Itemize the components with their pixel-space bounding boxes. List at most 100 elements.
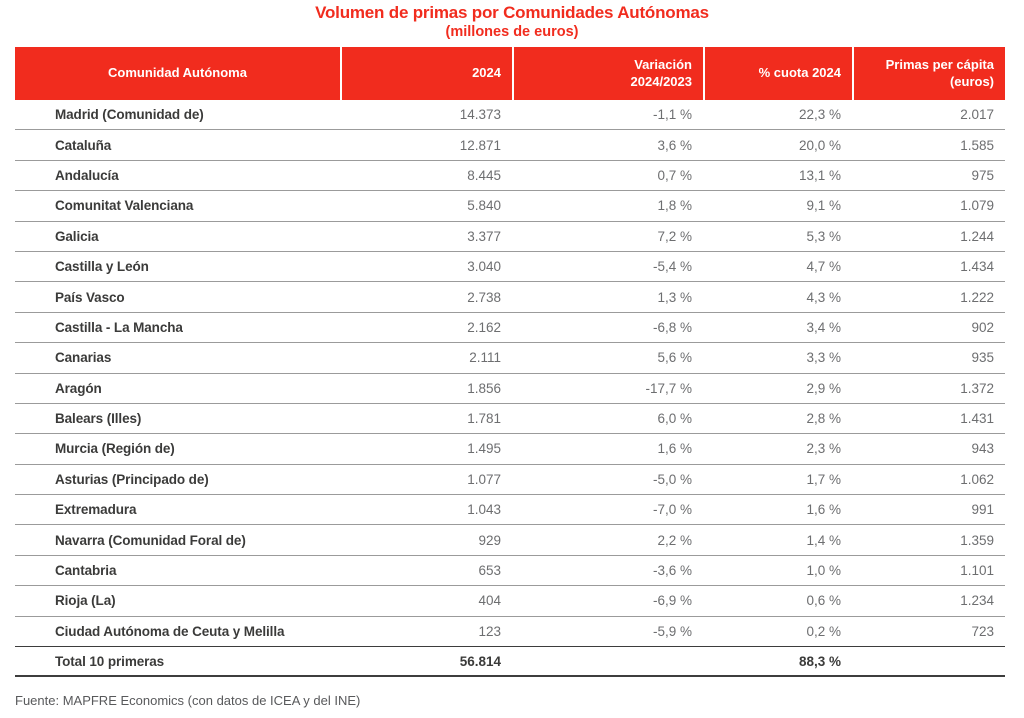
table-row: Cataluña 12.871 3,6 % 20,0 % 1.585: [15, 130, 1005, 161]
cell-2024: 123: [478, 623, 501, 639]
cell-2024: 8.445: [467, 167, 501, 183]
cell-2024: 3.040: [467, 259, 501, 275]
cell-total-label: Total 10 primeras: [55, 653, 165, 669]
cell-variacion: -5,0 %: [652, 471, 692, 487]
cell-comunidad: Canarias: [55, 350, 112, 366]
cell-comunidad: Aragón: [55, 380, 102, 396]
cell-variacion: 1,6 %: [657, 441, 692, 457]
cell-cuota: 1,0 %: [806, 563, 841, 579]
cell-comunidad: Castilla y León: [55, 259, 149, 275]
cell-percapita: 935: [971, 350, 994, 366]
table-row: Andalucía 8.445 0,7 % 13,1 % 975: [15, 161, 1005, 192]
cell-comunidad: Asturias (Principado de): [55, 471, 209, 487]
table-row: País Vasco 2.738 1,3 % 4,3 % 1.222: [15, 282, 1005, 313]
cell-2024: 929: [478, 532, 501, 548]
cell-comunidad: Murcia (Región de): [55, 441, 175, 457]
cell-cuota: 0,6 %: [806, 593, 841, 609]
cell-percapita: 1.222: [960, 289, 994, 305]
table-row: Rioja (La) 404 -6,9 % 0,6 % 1.234: [15, 586, 1005, 617]
cell-comunidad: Cataluña: [55, 137, 112, 153]
column-header-comunidad: Comunidad Autónoma: [108, 65, 247, 81]
cell-percapita: 975: [971, 167, 994, 183]
table-row: Castilla y León 3.040 -5,4 % 4,7 % 1.434: [15, 252, 1005, 283]
table-row: Madrid (Comunidad de) 14.373 -1,1 % 22,3…: [15, 100, 1005, 131]
cell-variacion: -5,4 %: [652, 259, 692, 275]
cell-cuota: 0,2 %: [806, 623, 841, 639]
cell-variacion: 3,6 %: [657, 137, 692, 153]
primas-table: Comunidad Autónoma 2024 Variación 2024/2…: [15, 47, 1005, 678]
cell-2024: 5.840: [467, 198, 501, 214]
table-row: Galicia 3.377 7,2 % 5,3 % 1.244: [15, 222, 1005, 252]
table-row: Canarias 2.111 5,6 % 3,3 % 935: [15, 343, 1005, 374]
table-body: Madrid (Comunidad de) 14.373 -1,1 % 22,3…: [15, 100, 1005, 648]
cell-cuota: 3,4 %: [806, 319, 841, 335]
cell-2024: 1.781: [467, 411, 501, 427]
cell-total-cuota: 88,3 %: [798, 653, 841, 669]
table-row: Navarra (Comunidad Foral de) 929 2,2 % 1…: [15, 525, 1005, 556]
cell-2024: 653: [478, 563, 501, 579]
cell-variacion: -1,1 %: [652, 107, 692, 123]
cell-cuota: 9,1 %: [806, 198, 841, 214]
table-row: Cantabria 653 -3,6 % 1,0 % 1.101: [15, 556, 1005, 587]
cell-comunidad: Rioja (La): [55, 593, 116, 609]
cell-variacion: -3,6 %: [652, 563, 692, 579]
cell-comunidad: Navarra (Comunidad Foral de): [55, 532, 246, 548]
table-row: Extremadura 1.043 -7,0 % 1,6 % 991: [15, 495, 1005, 526]
cell-variacion: -6,8 %: [652, 319, 692, 335]
cell-cuota: 3,3 %: [806, 350, 841, 366]
cell-cuota: 20,0 %: [798, 137, 841, 153]
cell-2024: 1.077: [467, 471, 501, 487]
cell-comunidad: Castilla - La Mancha: [55, 319, 183, 335]
table-header-row: Comunidad Autónoma 2024 Variación 2024/2…: [15, 47, 1005, 100]
cell-percapita: 1.372: [960, 380, 994, 396]
cell-2024: 404: [478, 593, 501, 609]
cell-2024: 14.373: [459, 107, 501, 123]
cell-comunidad: Andalucía: [55, 167, 119, 183]
cell-cuota: 2,9 %: [806, 380, 841, 396]
cell-comunidad: Extremadura: [55, 502, 137, 518]
table-row: Comunitat Valenciana 5.840 1,8 % 9,1 % 1…: [15, 191, 1005, 222]
table-row: Castilla - La Mancha 2.162 -6,8 % 3,4 % …: [15, 313, 1005, 344]
cell-cuota: 2,3 %: [806, 441, 841, 457]
cell-percapita: 1.234: [960, 593, 994, 609]
cell-percapita: 1.359: [960, 532, 994, 548]
cell-variacion: -7,0 %: [652, 502, 692, 518]
cell-percapita: 943: [971, 441, 994, 457]
cell-2024: 1.043: [467, 502, 501, 518]
cell-total-2024: 56.814: [459, 653, 501, 669]
cell-variacion: 1,3 %: [657, 289, 692, 305]
cell-cuota: 1,7 %: [806, 471, 841, 487]
column-header-variacion: Variación 2024/2023: [512, 47, 703, 100]
cell-2024: 1.856: [467, 380, 501, 396]
cell-2024: 2.162: [467, 319, 501, 335]
cell-cuota: 5,3 %: [806, 228, 841, 244]
cell-percapita: 1.101: [960, 563, 994, 579]
cell-total-variacion: [512, 647, 703, 675]
page-title: Volumen de primas por Comunidades Autóno…: [315, 3, 709, 22]
cell-comunidad: Ciudad Autónoma de Ceuta y Melilla: [55, 623, 285, 639]
cell-cuota: 1,6 %: [806, 502, 841, 518]
cell-variacion: 5,6 %: [657, 350, 692, 366]
cell-percapita: 1.431: [960, 411, 994, 427]
cell-2024: 12.871: [459, 137, 501, 153]
cell-cuota: 13,1 %: [798, 167, 841, 183]
table-row: Asturias (Principado de) 1.077 -5,0 % 1,…: [15, 465, 1005, 496]
source-note: Fuente: MAPFRE Economics (con datos de I…: [15, 693, 361, 709]
report-page: Volumen de primas por Comunidades Autóno…: [0, 3, 1024, 718]
cell-percapita: 991: [971, 502, 994, 518]
cell-2024: 2.738: [467, 289, 501, 305]
cell-cuota: 4,7 %: [806, 259, 841, 275]
table-row: Aragón 1.856 -17,7 % 2,9 % 1.372: [15, 374, 1005, 404]
cell-variacion: -6,9 %: [652, 593, 692, 609]
table-row: Ciudad Autónoma de Ceuta y Melilla 123 -…: [15, 617, 1005, 648]
cell-variacion: 6,0 %: [657, 411, 692, 427]
cell-variacion: -17,7 %: [645, 380, 692, 396]
column-header-2024: 2024: [340, 47, 512, 100]
cell-comunidad: País Vasco: [55, 289, 125, 305]
cell-total-percapita: [852, 647, 1005, 675]
column-header-cuota: % cuota 2024: [703, 47, 852, 100]
cell-percapita: 1.062: [960, 471, 994, 487]
cell-cuota: 4,3 %: [806, 289, 841, 305]
cell-percapita: 1.434: [960, 259, 994, 275]
table-total-row: Total 10 primeras 56.814 88,3 %: [15, 647, 1005, 678]
